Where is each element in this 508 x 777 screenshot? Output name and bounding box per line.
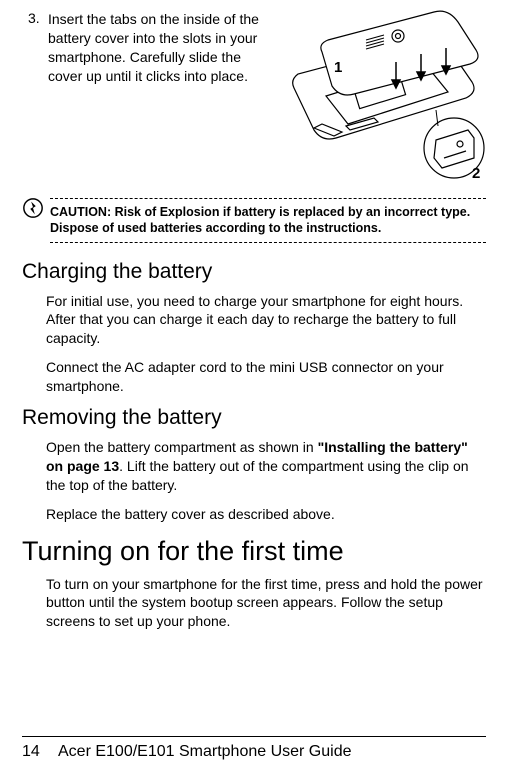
step-text: Insert the tabs on the inside of the bat… bbox=[48, 10, 276, 86]
charging-para-2: Connect the AC adapter cord to the mini … bbox=[46, 358, 486, 396]
heading-charging: Charging the battery bbox=[22, 260, 486, 284]
charging-para-1: For initial use, you need to charge your… bbox=[46, 292, 486, 349]
heading-turning-on: Turning on for the first time bbox=[22, 536, 486, 567]
battery-cover-illustration: 1 2 bbox=[276, 10, 486, 185]
removing-para-1-pre: Open the battery compartment as shown in bbox=[46, 439, 318, 455]
removing-para-1: Open the battery compartment as shown in… bbox=[46, 438, 486, 495]
turning-on-para-1: To turn on your smartphone for the first… bbox=[46, 575, 486, 632]
caution-rule-bottom bbox=[50, 242, 486, 243]
caution-text: CAUTION: Risk of Explosion if battery is… bbox=[50, 202, 486, 239]
step-number: 3. bbox=[22, 10, 48, 26]
removing-para-2: Replace the battery cover as described a… bbox=[46, 505, 486, 524]
heading-removing: Removing the battery bbox=[22, 406, 486, 430]
footer-rule bbox=[22, 736, 486, 737]
illus-label-2: 2 bbox=[472, 165, 480, 182]
footer-title: Acer E100/E101 Smartphone User Guide bbox=[58, 743, 352, 761]
caution-rule-top bbox=[50, 198, 486, 199]
step-row: 3. Insert the tabs on the inside of the … bbox=[22, 10, 486, 185]
page-footer: 14 Acer E100/E101 Smartphone User Guide bbox=[0, 736, 508, 761]
caution-icon bbox=[22, 197, 46, 219]
illus-label-1: 1 bbox=[334, 59, 342, 76]
page: 3. Insert the tabs on the inside of the … bbox=[0, 0, 508, 777]
caution-block: CAUTION: Risk of Explosion if battery is… bbox=[22, 195, 486, 246]
page-number: 14 bbox=[22, 743, 58, 761]
